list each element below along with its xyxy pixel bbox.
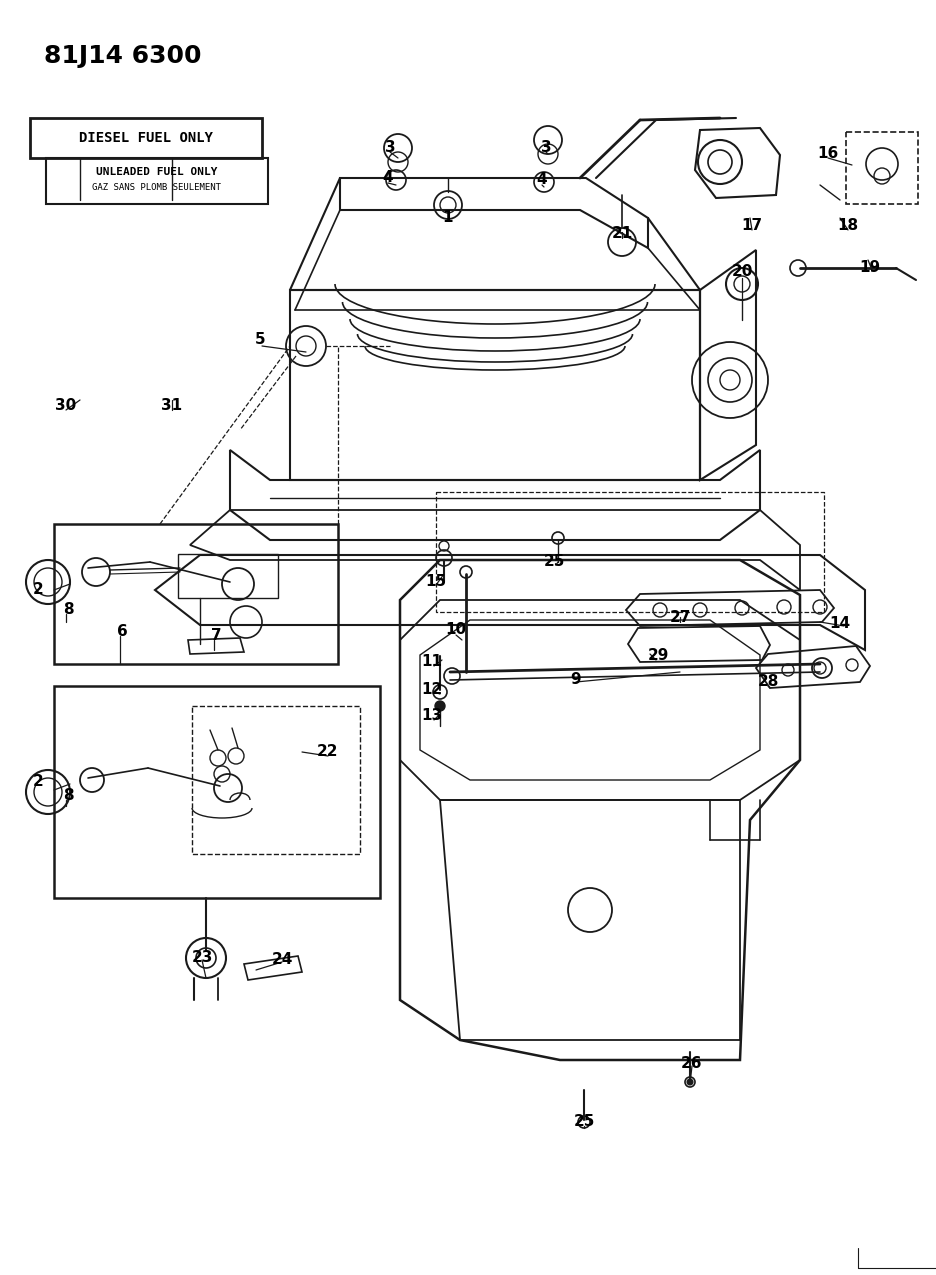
Text: 31: 31 — [161, 399, 183, 413]
Text: 20: 20 — [731, 264, 753, 279]
Text: 26: 26 — [681, 1057, 703, 1071]
Text: 5: 5 — [255, 333, 265, 348]
Circle shape — [687, 1079, 693, 1085]
Bar — [846, 133, 918, 204]
Text: 22: 22 — [317, 745, 339, 760]
Bar — [54, 524, 338, 664]
Text: 19: 19 — [859, 260, 881, 275]
Text: 23: 23 — [191, 950, 212, 965]
Text: 28: 28 — [757, 674, 779, 690]
Text: 15: 15 — [426, 575, 446, 589]
Bar — [192, 706, 360, 854]
Bar — [436, 492, 824, 612]
Text: 24: 24 — [271, 952, 293, 968]
Text: 81J14 6300: 81J14 6300 — [44, 45, 201, 68]
Bar — [178, 555, 278, 598]
Text: 10: 10 — [446, 622, 466, 638]
Text: 21: 21 — [611, 227, 633, 241]
Text: GAZ SANS PLOMB SEULEMENT: GAZ SANS PLOMB SEULEMENT — [93, 184, 222, 193]
Text: 3: 3 — [541, 140, 551, 156]
Text: 25: 25 — [543, 555, 564, 570]
Text: 6: 6 — [117, 625, 127, 640]
Text: 16: 16 — [817, 147, 839, 162]
Text: 13: 13 — [421, 709, 443, 723]
Text: DIESEL FUEL ONLY: DIESEL FUEL ONLY — [79, 131, 213, 145]
Text: 30: 30 — [55, 399, 77, 413]
Bar — [46, 158, 268, 204]
Text: 9: 9 — [571, 672, 581, 687]
Text: 4: 4 — [536, 172, 548, 187]
Text: 17: 17 — [741, 218, 763, 233]
Text: 11: 11 — [421, 654, 443, 669]
Text: 27: 27 — [669, 611, 691, 626]
Text: UNLEADED FUEL ONLY: UNLEADED FUEL ONLY — [96, 167, 218, 177]
Text: 25: 25 — [574, 1114, 594, 1130]
Text: 8: 8 — [63, 603, 73, 617]
Text: 3: 3 — [385, 140, 395, 156]
Text: 7: 7 — [211, 629, 221, 644]
Bar — [54, 686, 380, 898]
Text: 2: 2 — [33, 583, 43, 598]
Text: 8: 8 — [63, 788, 73, 803]
Bar — [30, 119, 262, 158]
Text: 29: 29 — [648, 649, 668, 663]
Text: 1: 1 — [443, 210, 453, 226]
Circle shape — [435, 701, 445, 711]
Text: 2: 2 — [33, 774, 43, 789]
Text: 4: 4 — [383, 171, 393, 185]
Text: 12: 12 — [421, 682, 443, 697]
Text: 18: 18 — [838, 218, 858, 233]
Text: 14: 14 — [829, 617, 851, 631]
